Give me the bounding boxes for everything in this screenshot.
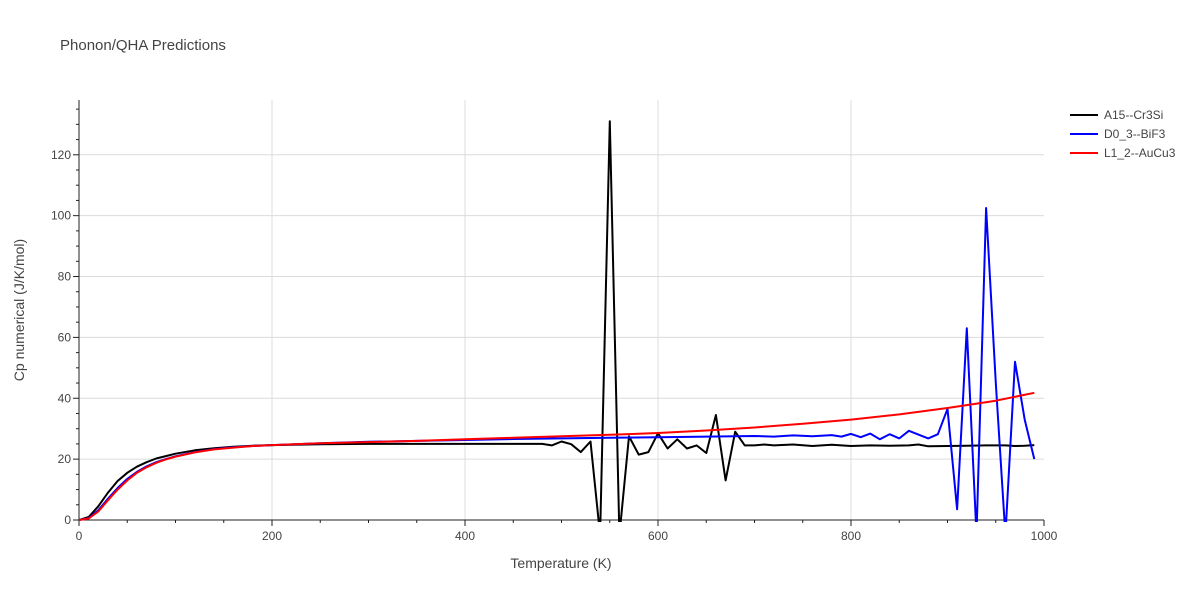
- axes: [73, 100, 1045, 526]
- y-tick-label: 0: [64, 513, 71, 527]
- legend: A15--Cr3Si D0_3--BiF3 L1_2--AuCu3: [1070, 108, 1176, 160]
- x-tick-labels: 0 200 400 600 800 1000: [76, 529, 1058, 543]
- legend-label: L1_2--AuCu3: [1104, 146, 1176, 160]
- y-tick-label: 80: [58, 270, 72, 284]
- x-axis-label: Temperature (K): [510, 555, 611, 571]
- series-line-d0-3-bif3: [79, 207, 1036, 522]
- x-tick-label: 600: [648, 529, 668, 543]
- grid: [79, 100, 1044, 520]
- x-tick-label: 200: [262, 529, 282, 543]
- x-tick-label: 0: [76, 529, 83, 543]
- series-line-l1-2-aucu3: [79, 391, 1035, 521]
- series-line-a15-cr3si: [79, 120, 1035, 522]
- legend-label: D0_3--BiF3: [1104, 127, 1166, 141]
- y-tick-label: 20: [58, 452, 72, 466]
- x-tick-label: 800: [841, 529, 861, 543]
- y-tick-label: 60: [58, 330, 72, 344]
- y-tick-label: 100: [51, 209, 71, 223]
- chart-title: Phonon/QHA Predictions: [60, 37, 226, 54]
- y-axis-label: Cp numerical (J/K/mol): [11, 239, 27, 381]
- legend-label: A15--Cr3Si: [1104, 108, 1163, 122]
- x-tick-label: 400: [455, 529, 475, 543]
- y-tick-label: 40: [58, 391, 72, 405]
- x-tick-label: 1000: [1031, 529, 1058, 543]
- y-tick-label: 120: [51, 148, 71, 162]
- y-tick-labels: 0 20 40 60 80 100 120: [51, 148, 71, 527]
- series-group: [79, 120, 1036, 522]
